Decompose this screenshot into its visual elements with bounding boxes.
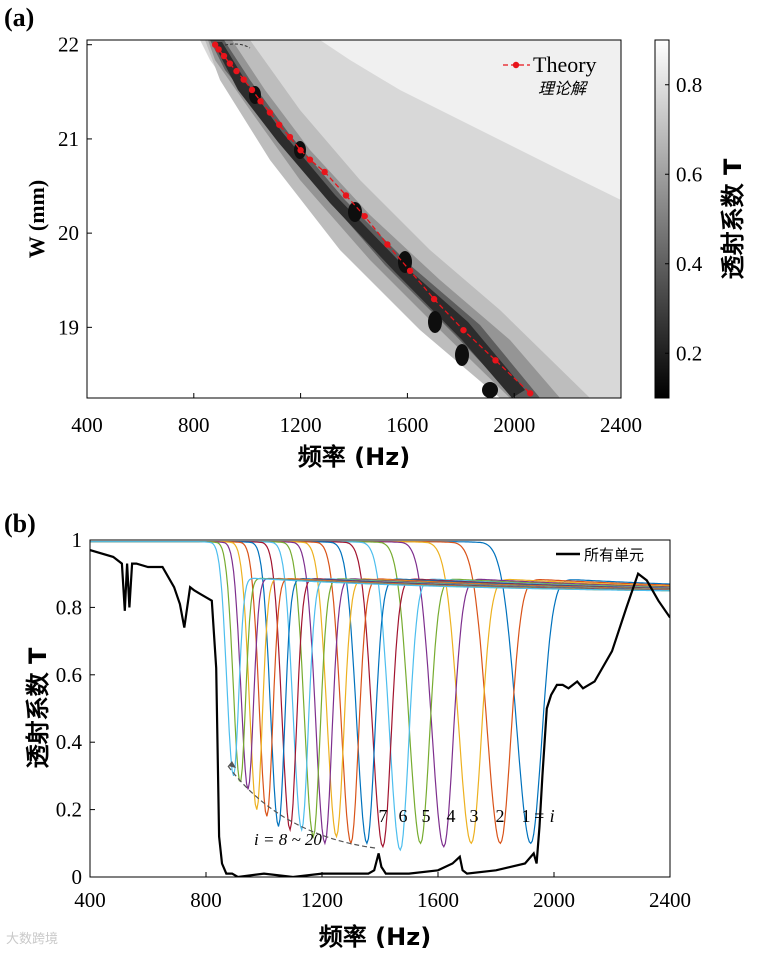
b-xtick-label-5: 2400 [649,888,691,912]
theory-point-5 [240,76,247,83]
unit-label-1: 1 [522,806,531,826]
a-ytick-label-0: 19 [58,315,79,339]
contour-min-4 [398,251,412,273]
unit-label-2: 2 [496,806,505,826]
theory-point-8 [266,109,274,116]
unit-label-4: 4 [447,806,456,826]
b-ytick-label-5: 1 [72,528,83,552]
a-xtick-label-5: 2400 [600,413,642,437]
theory-point-20 [492,357,499,364]
contour-band-5 [210,40,540,398]
heatmap-frame [86,39,622,399]
b-ytick-label-4: 0.8 [56,595,82,619]
theory-point-9 [276,121,283,128]
theory-line [214,44,531,394]
a-ytick-label-3: 22 [58,33,79,57]
unit-label-5: 5 [422,806,431,826]
panel-b-axes: 400 800 1200 1600 2000 2400 0 0.2 0.4 0.6 0.8 1 [56,528,691,912]
contour-band-3 [205,40,590,398]
cb-tick-label-1: 0.4 [676,252,703,276]
theory-point-18 [430,295,438,303]
theory-point-13 [321,168,328,176]
theory-point-4 [233,67,240,75]
legend-a-theory-cn: 理论解 [538,79,589,98]
theory-point-0 [211,41,219,48]
panel-a-ylabel: W (mm) [24,180,49,258]
b-ytick-label-1: 0.2 [56,798,82,822]
a-xtick-label-0: 400 [71,413,103,437]
unit-cell-curves [90,541,670,852]
contour-band-2 [320,40,621,200]
b-xtick-label-3: 1600 [417,888,459,912]
theory-point-6 [248,86,256,94]
contour-min-7 [482,382,498,398]
theory-point-16 [384,241,391,248]
range-arrow-head [228,761,236,768]
b-ytick-label-3: 0.6 [56,663,82,687]
panel-b-ylabel: 透射系数 T [24,647,52,768]
a-xtick-label-3: 1600 [386,413,428,437]
panel-a-xlabel: 频率 (Hz) [298,443,410,471]
curved-arrow [224,43,251,49]
contour-min-5 [428,311,442,333]
legend-a-marker [512,61,520,69]
unit-label-6: 6 [399,806,408,826]
theory-point-10 [286,133,294,141]
b-xtick-label-0: 400 [74,888,106,912]
theory-point-19 [460,326,467,334]
equals-i-label: = i [533,806,555,826]
theory-point-17 [406,267,414,275]
line-plot-frame [89,539,671,878]
unit-label-3: 3 [470,806,479,826]
a-ytick-label-1: 20 [58,221,79,245]
all-cells-curve [90,549,670,877]
contour-band-4 [208,40,560,398]
theory-point-11 [297,147,304,154]
b-ytick-label-0: 0 [72,865,83,889]
legend-b: 所有单元 [552,543,668,567]
colorbar [654,39,670,399]
a-xtick-label-4: 2000 [493,413,535,437]
theory-curve [211,41,534,397]
theory-point-7 [257,98,264,105]
cb-tick-label-0: 0.2 [676,341,702,365]
theory-point-2 [220,52,228,60]
theory-point-21 [527,390,534,397]
colorbar-label: 透射系数 T [719,158,747,279]
panel-b-xlabel: 频率 (Hz) [319,923,431,951]
unit-label-7: 7 [379,806,388,826]
range-label: i = 8 ~ 20 [254,830,322,849]
a-ytick-label-2: 21 [58,127,79,151]
legend-a-theory: Theory [533,52,597,77]
unit-cell-curve-20 [90,541,670,777]
contour-min-3 [348,202,362,222]
theory-point-3 [226,60,234,67]
panel-a-axes: 400 800 1200 1600 2000 2400 19 20 21 22 [58,33,642,437]
legend-b-entry: 所有单元 [584,546,644,564]
line-plot-background [90,540,670,877]
contour-band-6 [213,42,525,398]
watermark: 大数跨境 [6,932,59,947]
range-dashed-arc [227,765,376,849]
colorbar-ticks: 0.2 0.4 0.6 0.8 [665,73,703,365]
panel-b-label: (b) [4,509,36,538]
heatmap-area [87,40,621,398]
a-xtick-label-2: 1200 [280,413,322,437]
b-xtick-label-4: 2000 [533,888,575,912]
contour-min-6 [455,344,469,366]
b-ytick-label-2: 0.4 [56,730,83,754]
theory-point-12 [306,156,314,163]
panel-a-label: (a) [4,3,34,32]
cb-tick-label-3: 0.8 [676,73,702,97]
theory-point-1 [215,46,222,53]
b-xtick-label-2: 1200 [301,888,343,912]
a-xtick-label-1: 800 [178,413,210,437]
theory-point-14 [342,192,350,199]
b-xtick-label-1: 800 [190,888,222,912]
legend-a: Theory 理论解 [503,52,597,98]
theory-point-15 [361,212,368,220]
cb-tick-label-2: 0.6 [676,162,702,186]
